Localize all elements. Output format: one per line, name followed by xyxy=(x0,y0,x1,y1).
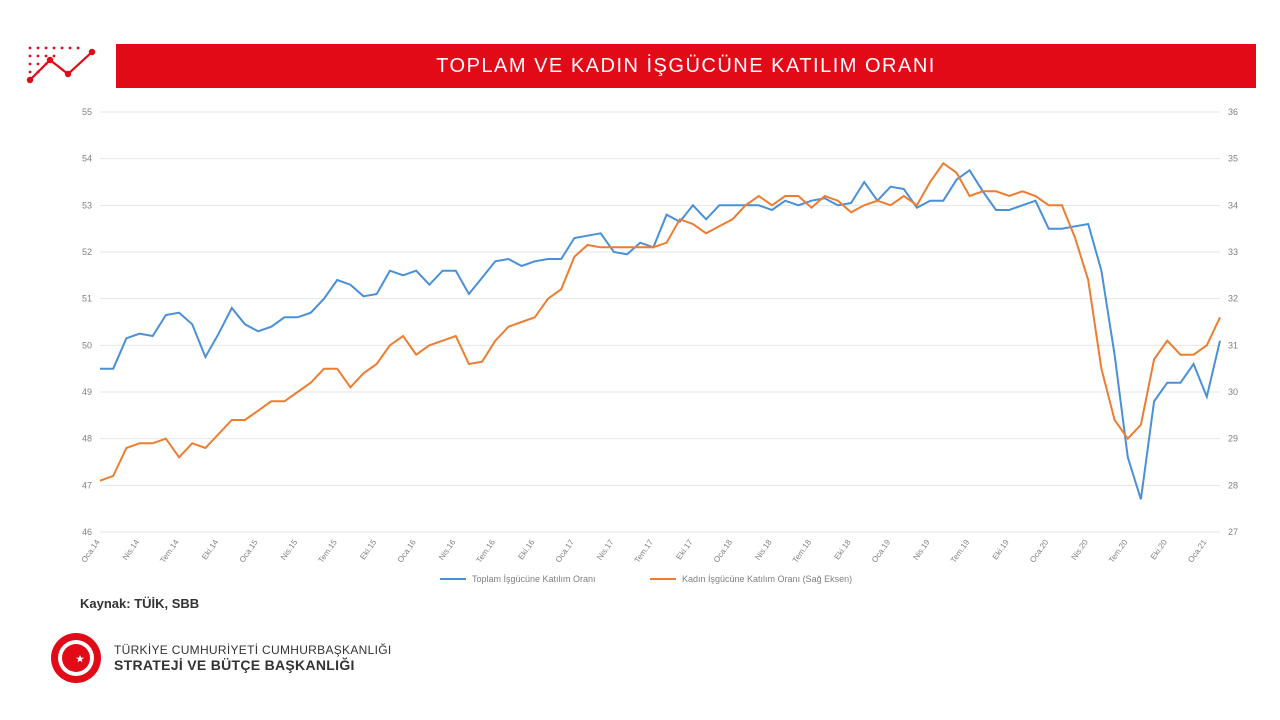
x-tick-label: Oca.14 xyxy=(79,538,101,565)
x-tick-label: Tem.19 xyxy=(949,538,972,565)
x-tick-label: Eki.20 xyxy=(1149,538,1169,562)
source-label: Kaynak: TÜİK, SBB xyxy=(80,596,199,611)
chart-svg: 46 47 48 49 50 51 52 53 54 55 27 28 29 30 31 32 33 34 35 36… xyxy=(60,100,1260,590)
y-right-tick: 27 xyxy=(1228,527,1238,537)
x-tick-label: Oca.15 xyxy=(238,538,260,565)
x-tick-label: Tem.14 xyxy=(158,538,181,565)
x-tick-label: Oca.17 xyxy=(554,538,576,565)
y-left-tick: 55 xyxy=(82,107,92,117)
y-left-tick: 49 xyxy=(82,387,92,397)
org-line2: STRATEJİ VE BÜTÇE BAŞKANLIĞI xyxy=(114,657,392,673)
y-right-tick: 34 xyxy=(1228,200,1238,210)
x-tick-label: Oca.20 xyxy=(1028,538,1050,565)
x-tick-label: Nis.20 xyxy=(1069,538,1090,562)
series-total-line xyxy=(100,170,1220,499)
y-right-tick: 29 xyxy=(1228,434,1238,444)
y-left-tick: 51 xyxy=(82,294,92,304)
y-right-tick: 30 xyxy=(1228,387,1238,397)
y-left-tick: 47 xyxy=(82,480,92,490)
x-tick-label: Tem.16 xyxy=(475,538,498,565)
x-tick-label: Tem.15 xyxy=(316,538,339,565)
x-tick-label: Eki.14 xyxy=(200,538,220,562)
x-tick-label: Tem.17 xyxy=(633,538,656,565)
x-tick-label: Oca.16 xyxy=(396,538,418,565)
y-left-tick: 46 xyxy=(82,527,92,537)
x-tick-label: Eki.16 xyxy=(516,538,536,562)
page: TOPLAM VE KADIN İŞGÜCÜNE KATILIM ORANI 4… xyxy=(0,0,1280,720)
x-tick-label: Nis.14 xyxy=(121,538,142,562)
line-chart: 46 47 48 49 50 51 52 53 54 55 27 28 29 30 31 32 33 34 35 36… xyxy=(60,100,1260,590)
title-bar: TOPLAM VE KADIN İŞGÜCÜNE KATILIM ORANI xyxy=(116,44,1256,88)
x-tick-label: Eki.19 xyxy=(991,538,1011,562)
y-right-tick: 36 xyxy=(1228,107,1238,117)
y-left-tick: 50 xyxy=(82,340,92,350)
x-tick-label: Tem.18 xyxy=(791,538,814,565)
org-text-block: TÜRKİYE CUMHURİYETİ CUMHURBAŞKANLIĞI STR… xyxy=(114,643,392,673)
x-tick-label: Nis.16 xyxy=(437,538,458,562)
corner-logo xyxy=(24,42,104,97)
x-tick-label: Oca.18 xyxy=(712,538,734,565)
series-women-line xyxy=(100,163,1220,480)
y-left-tick: 52 xyxy=(82,247,92,257)
y-right-tick: 28 xyxy=(1228,480,1238,490)
legend-total: Toplam İşgücüne Katılım Oranı xyxy=(472,574,596,584)
y-right-tick: 32 xyxy=(1228,294,1238,304)
presidency-seal-icon xyxy=(50,632,102,684)
chart-title: TOPLAM VE KADIN İŞGÜCÜNE KATILIM ORANI xyxy=(436,55,936,78)
footer-org: TÜRKİYE CUMHURİYETİ CUMHURBAŞKANLIĞI STR… xyxy=(50,632,392,684)
x-tick-label: Eki.18 xyxy=(833,538,853,562)
x-tick-label: Nis.18 xyxy=(753,538,774,562)
org-line1: TÜRKİYE CUMHURİYETİ CUMHURBAŞKANLIĞI xyxy=(114,643,392,657)
y-right-tick: 33 xyxy=(1228,247,1238,257)
y-right-tick: 35 xyxy=(1228,154,1238,164)
x-tick-label: Eki.17 xyxy=(674,538,694,562)
x-tick-label: Eki.15 xyxy=(358,538,378,562)
x-tick-label: Tem.20 xyxy=(1107,538,1130,565)
x-tick-label: Nis.19 xyxy=(911,538,932,562)
legend-women: Kadın İşgücüne Katılım Oranı (Sağ Eksen) xyxy=(682,574,852,584)
y-right-tick: 31 xyxy=(1228,340,1238,350)
y-left-tick: 53 xyxy=(82,200,92,210)
y-left-tick: 54 xyxy=(82,154,92,164)
y-left-tick: 48 xyxy=(82,434,92,444)
x-tick-label: Oca.19 xyxy=(870,538,892,565)
x-tick-label: Nis.15 xyxy=(279,538,300,562)
legend: Toplam İşgücüne Katılım Oranı Kadın İşgüc… xyxy=(440,574,852,584)
x-tick-label: Oca.21 xyxy=(1186,538,1208,565)
x-tick-label: Nis.17 xyxy=(595,538,616,562)
